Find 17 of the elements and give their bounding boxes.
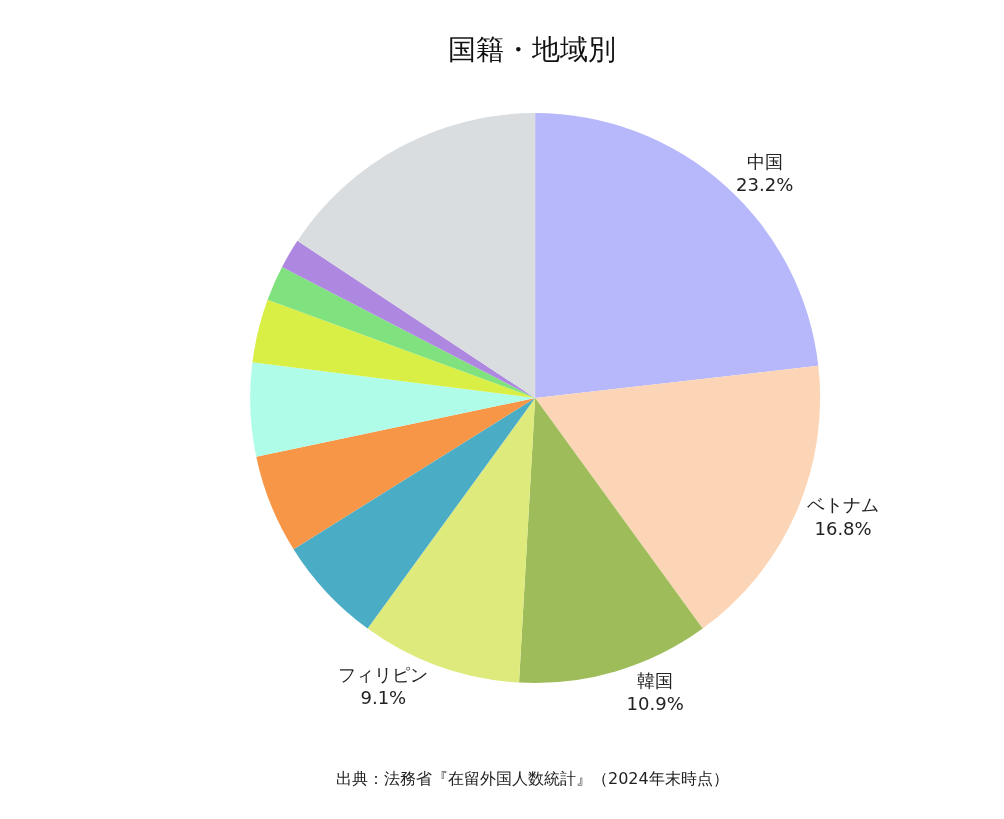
pie-slice	[297, 113, 536, 399]
pie-slice	[256, 398, 536, 550]
slice-label: 中国	[746, 150, 783, 172]
pie-slice	[282, 240, 536, 399]
slice-label: フィリピン	[338, 664, 429, 685]
pie-slice	[535, 113, 819, 399]
pie-slice	[293, 398, 536, 629]
slice-label: 韓国	[637, 669, 674, 691]
slice-label: ベトナム	[807, 494, 880, 516]
data-label: 9.1%	[360, 687, 407, 709]
data-label: 16.8%	[814, 517, 872, 539]
pie-slice	[252, 299, 536, 399]
data-label: 23.2%	[736, 174, 794, 196]
source-note: 出典：法務省『在留外国人数統計』（2024年末時点）	[336, 769, 729, 788]
chart-title: 国籍・地域別	[448, 32, 617, 66]
data-label: 10.9%	[626, 693, 684, 715]
pie-slice	[250, 362, 536, 457]
